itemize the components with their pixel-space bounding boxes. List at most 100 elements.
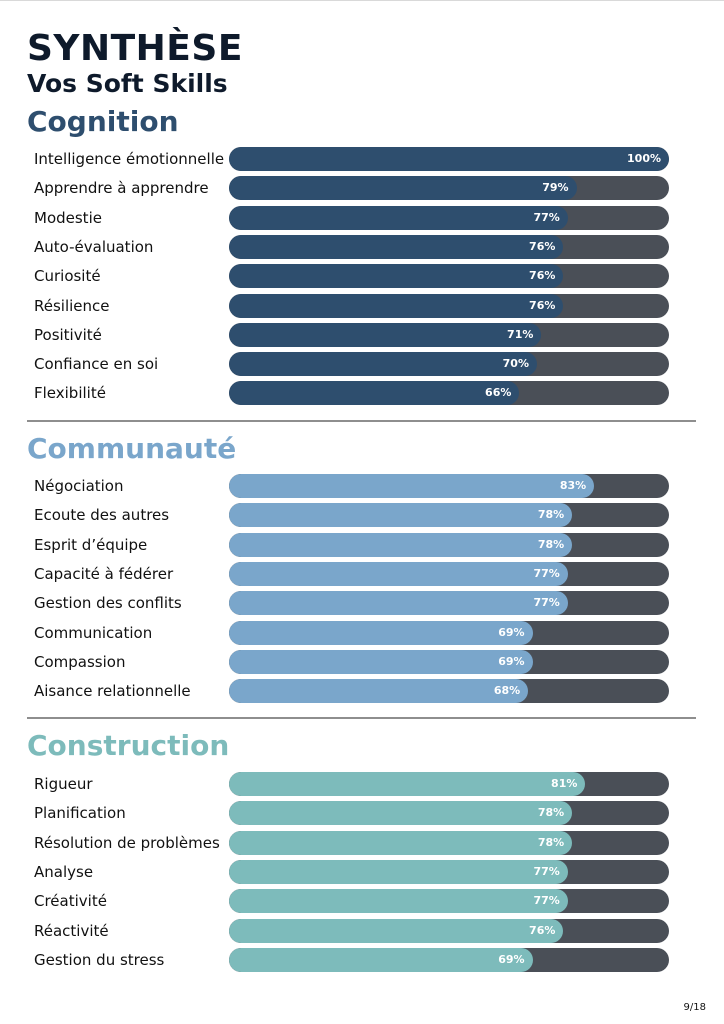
skill-label: Négociation — [34, 477, 124, 495]
skill-label: Esprit d’équipe — [34, 535, 148, 554]
skill-value-label: 100% — [627, 152, 661, 165]
section-divider — [27, 420, 696, 422]
skill-value-label: 79% — [542, 181, 569, 195]
skill-bar-fill: 69% — [229, 620, 533, 645]
skill-value-label: 78% — [537, 508, 565, 522]
skill-bar-fill: 69% — [229, 649, 533, 674]
skill-value-label: 76% — [529, 269, 556, 283]
skill-row: Communication 69% — [0, 619, 724, 648]
section-divider — [27, 717, 696, 719]
skill-value-label: 78% — [537, 537, 565, 551]
skill-label: Créativité — [34, 892, 107, 911]
skill-label: Confiance en soi — [34, 355, 159, 374]
skill-bar-fill: 81% — [229, 772, 586, 796]
skill-value-label: 77% — [533, 894, 560, 908]
skill-value-label: 76% — [529, 923, 556, 937]
skill-bar-track: 77% — [229, 591, 669, 616]
skill-label: Gestion du stress — [34, 950, 165, 969]
skill-label: Communication — [34, 623, 153, 642]
section-title-construction: Construction — [27, 729, 230, 762]
section-title-communaute: Communauté — [27, 432, 237, 465]
skill-value-label: 81% — [551, 777, 578, 790]
skill-row: Esprit d’équipe 78% — [0, 531, 724, 560]
skill-row: Confiance en soi 70% — [0, 350, 724, 379]
skill-bar-fill: 77% — [229, 889, 568, 914]
skill-row: Résolution de problèmes 78% — [0, 829, 724, 858]
skill-value-label: 71% — [507, 327, 534, 341]
skill-value-label: 76% — [529, 239, 556, 253]
skill-value-label: 69% — [498, 952, 525, 966]
skill-label: Compassion — [34, 652, 126, 671]
skill-bar-fill: 83% — [229, 474, 595, 498]
skill-bar-track: 77% — [229, 889, 669, 914]
skill-value-label: 77% — [533, 596, 560, 610]
skill-row: Résilience 76% — [0, 292, 724, 321]
skill-value-label: 78% — [537, 806, 565, 820]
skill-row: Négociation 83% — [0, 472, 724, 501]
skill-bar-fill: 78% — [229, 801, 573, 826]
skill-bar-track: 69% — [229, 649, 669, 674]
skill-row: Rigueur 81% — [0, 770, 724, 799]
skill-bar-track: 81% — [229, 772, 669, 796]
skill-bar-fill: 68% — [229, 679, 529, 704]
section-title-cognition: Cognition — [27, 105, 179, 138]
skill-bar-track: 76% — [229, 293, 669, 318]
skill-bar-track: 66% — [229, 381, 669, 406]
skill-row: Modestie 77% — [0, 204, 724, 233]
skill-row: Positivité 71% — [0, 321, 724, 350]
skill-label: Intelligence émotionnelle — [34, 150, 225, 168]
skill-label: Aisance relationnelle — [34, 682, 191, 701]
skill-row: Gestion du stress 69% — [0, 946, 724, 975]
skill-bar-track: 77% — [229, 859, 669, 884]
skill-row: Auto-évaluation 76% — [0, 233, 724, 262]
skill-row: Planification 78% — [0, 799, 724, 828]
skill-value-label: 83% — [559, 479, 587, 492]
skill-value-label: 76% — [529, 298, 556, 312]
skill-bar-track: 77% — [229, 205, 669, 230]
skill-bar-fill: 77% — [229, 591, 568, 616]
page-title: SYNTHÈSE — [27, 28, 243, 69]
skill-label: Modestie — [34, 208, 102, 227]
skill-row: Aisance relationnelle 68% — [0, 677, 724, 706]
skill-bar-track: 76% — [229, 234, 669, 259]
skill-row: Ecoute des autres 78% — [0, 501, 724, 530]
skill-label: Positivité — [34, 325, 102, 344]
skill-row: Capacité à fédérer 77% — [0, 560, 724, 589]
page-number: 9/18 — [683, 1002, 706, 1013]
page-subtitle: Vos Soft Skills — [27, 69, 228, 98]
skill-value-label: 69% — [498, 654, 525, 668]
skill-label: Auto-évaluation — [34, 237, 154, 256]
skill-value-label: 69% — [498, 625, 525, 639]
skill-row: Flexibilité 66% — [0, 379, 724, 408]
skill-bar-fill: 70% — [229, 352, 537, 377]
skill-row: Curiosité 76% — [0, 262, 724, 291]
skill-bar-fill: 79% — [229, 176, 577, 201]
skill-bar-track: 76% — [229, 918, 669, 943]
skill-bar-track: 69% — [229, 947, 669, 972]
skill-bar-track: 78% — [229, 532, 669, 557]
skill-bar-track: 78% — [229, 830, 669, 855]
skill-bar-fill: 76% — [229, 264, 564, 289]
skill-value-label: 70% — [502, 357, 529, 371]
skill-label: Planification — [34, 804, 126, 823]
skill-label: Flexibilité — [34, 384, 106, 403]
skill-bar-track: 100% — [229, 147, 669, 171]
skill-row: Compassion 69% — [0, 648, 724, 677]
skill-value-label: 68% — [493, 684, 521, 698]
skill-bar-fill: 77% — [229, 205, 568, 230]
skill-bar-fill: 77% — [229, 561, 568, 586]
skill-bar-track: 78% — [229, 801, 669, 826]
skill-row: Apprendre à apprendre 79% — [0, 174, 724, 203]
skill-row: Créativité 77% — [0, 887, 724, 916]
skill-bar-fill: 66% — [229, 381, 520, 406]
skill-value-label: 66% — [485, 386, 512, 400]
skill-bar-track: 83% — [229, 474, 669, 498]
skill-row: Gestion des conflits 77% — [0, 589, 724, 618]
skill-value-label: 77% — [533, 864, 560, 878]
skill-label: Apprendre à apprendre — [34, 179, 209, 198]
skill-value-label: 77% — [533, 210, 560, 224]
skill-label: Capacité à fédérer — [34, 564, 174, 583]
skill-bar-fill: 76% — [229, 918, 564, 943]
skill-row: Intelligence émotionnelle 100% — [0, 145, 724, 174]
